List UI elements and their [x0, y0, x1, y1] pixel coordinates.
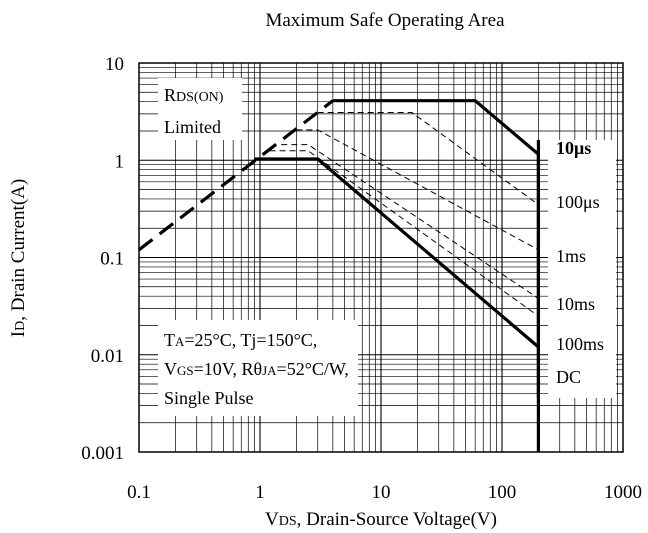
x-tick-label: 100 [488, 482, 517, 503]
conditions-box [158, 320, 358, 416]
series-label: 100ms [556, 334, 604, 354]
y-tick-label: 10 [105, 54, 124, 75]
conditions-line: Single Pulse [164, 388, 254, 408]
rds-label-line2: Limited [164, 117, 221, 137]
y-tick-label: 0.1 [100, 249, 124, 270]
series-line-1ms [296, 129, 539, 251]
x-tick-label: 0.1 [127, 482, 151, 503]
x-tick-label: 1 [255, 482, 265, 503]
series-label: 10μs [556, 138, 591, 158]
y-tick-label: 0.01 [91, 346, 124, 367]
plot-frame [138, 62, 624, 453]
rds-on-limit-line [138, 99, 334, 252]
series-line-100ms [269, 150, 539, 317]
x-tick-label: 10 [372, 482, 391, 503]
series-line-100s [317, 112, 539, 206]
conditions-line: TA=25°C, Tj=150°C, [164, 330, 317, 350]
chart-title: Maximum Safe Operating Area [265, 10, 505, 31]
series-line-10s [332, 99, 541, 452]
x-tick-label: 1000 [604, 482, 642, 503]
series-label: 10ms [556, 294, 595, 314]
y-tick-label: 1 [115, 151, 125, 172]
y-tick-label: 0.001 [81, 443, 124, 464]
annotations: RDS(ON) Limited 10μs 100μs 1ms 10ms 100ms DC TA=… [158, 78, 616, 416]
tick-labels: 0.1 1 10 100 1000 0.001 0.01 0.1 1 10 [81, 54, 642, 503]
rds-label-line1: RDS(ON) [164, 85, 224, 105]
axis-labels: VDS, Drain-Source Voltage(V) ID, Drain Cu… [8, 179, 497, 530]
y-axis-label: ID, Drain Current(A) [8, 179, 29, 337]
series-label: 1ms [556, 246, 586, 266]
series-label: DC [556, 367, 581, 387]
x-axis-label: VDS, Drain-Source Voltage(V) [265, 509, 497, 530]
conditions-line: VGS=10V, RθJA=52°C/W, [164, 359, 349, 379]
series-line-dc [254, 157, 540, 349]
rds-label-box [158, 78, 242, 140]
series-label: 100μs [556, 192, 600, 212]
series-labels-box [548, 140, 616, 398]
series-line-10ms [281, 144, 539, 299]
